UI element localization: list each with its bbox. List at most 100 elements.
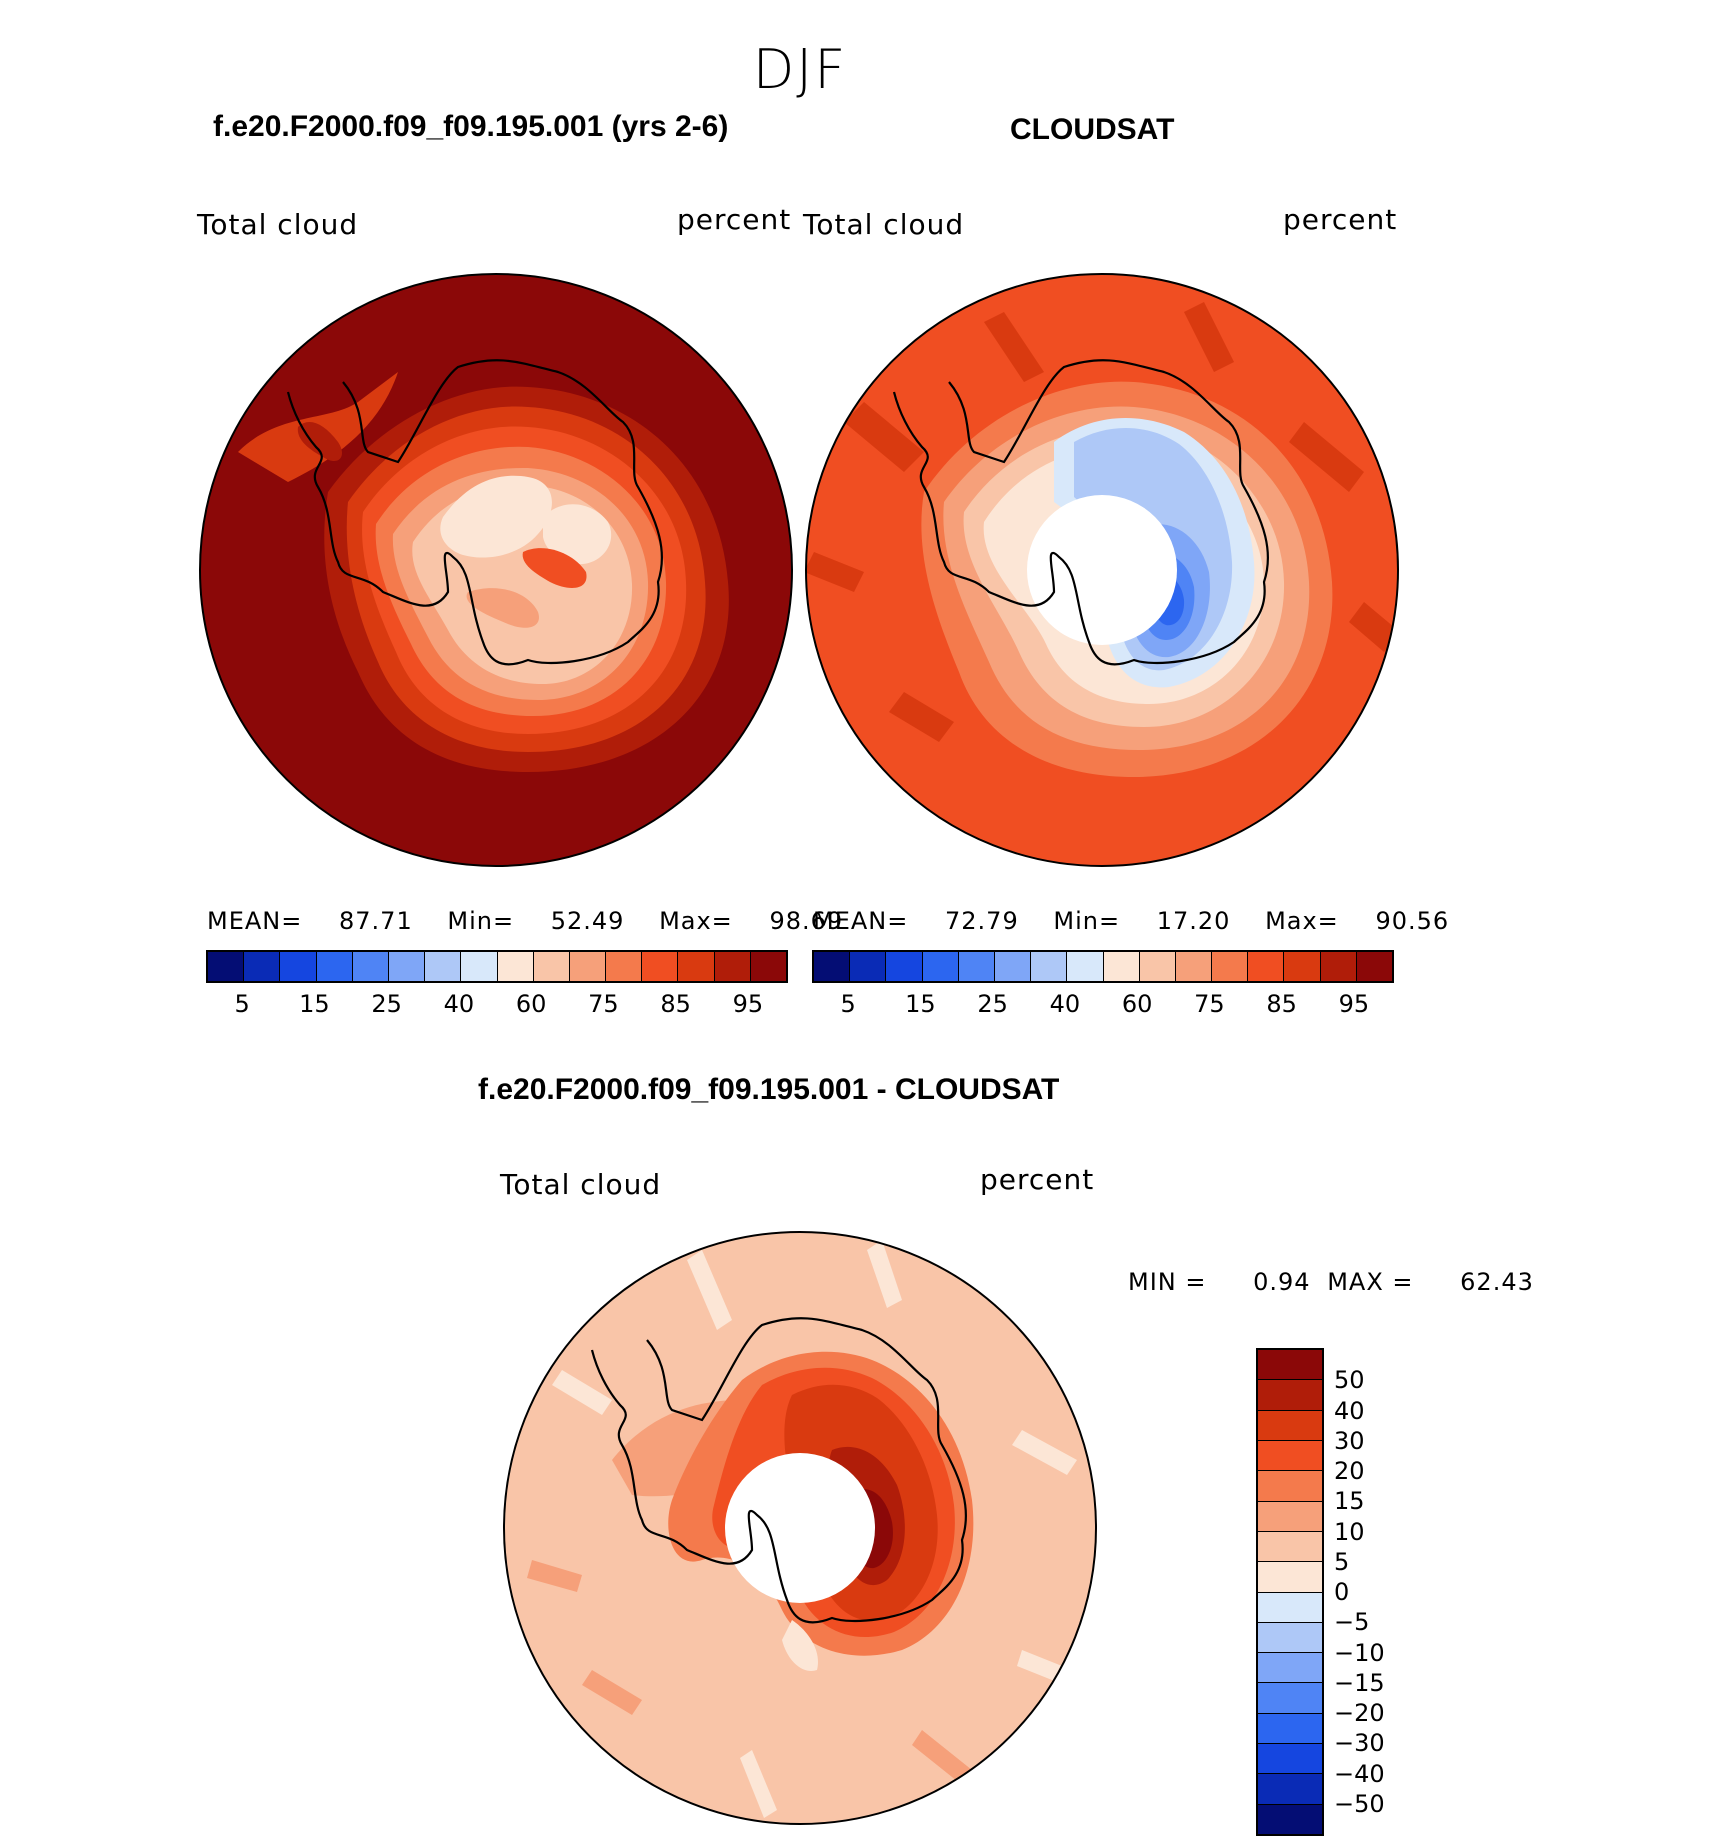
model-min-value: 52.49: [550, 907, 625, 935]
diff-colorbar-swatch-3: [1258, 1440, 1322, 1472]
obs-colorbar-swatch-5: [994, 952, 1032, 981]
model-colorbar-swatch-7: [461, 952, 498, 981]
obs-colorbar-tick-label: 15: [905, 990, 936, 1018]
model-units-label: percent: [677, 203, 792, 236]
model-colorbar-tick-label: 25: [371, 990, 402, 1018]
model-mean-value: 87.71: [339, 907, 413, 935]
obs-colorbar-swatch-14: [1320, 952, 1357, 981]
diff-colorbar-swatch-0: [1258, 1350, 1322, 1381]
diff-colorbar-tick-label: 0: [1334, 1578, 1350, 1606]
obs-min-label: Min=: [1053, 907, 1121, 935]
diff-colorbar-tick-label: −20: [1334, 1699, 1385, 1727]
diff-colorbar-swatch-10: [1258, 1653, 1322, 1684]
diff-max-value: 62.43: [1460, 1268, 1534, 1296]
obs-map: [805, 273, 1399, 867]
model-colorbar-tick-label: 85: [660, 990, 691, 1018]
obs-colorbar-swatch-6: [1031, 952, 1068, 981]
obs-colorbar-swatch-3: [922, 952, 959, 981]
obs-max-label: Max=: [1265, 907, 1339, 935]
diff-colorbar-swatch-9: [1258, 1622, 1322, 1654]
obs-colorbar-tick-label: 75: [1194, 990, 1225, 1018]
model-colorbar-ticks: 5 15 25 40 60 75 85 95: [206, 990, 788, 1020]
model-variable-label: Total cloud: [197, 208, 359, 241]
model-colorbar-swatch-12: [642, 952, 679, 981]
model-colorbar-swatch-8: [497, 952, 534, 981]
diff-colorbar-swatch-6: [1258, 1531, 1322, 1563]
model-colorbar-tick-label: 5: [234, 990, 250, 1018]
diff-colorbar-swatch-12: [1258, 1713, 1322, 1745]
obs-colorbar-swatch-10: [1175, 952, 1213, 981]
diff-colorbar-swatch-1: [1258, 1380, 1322, 1411]
obs-colorbar-swatch-11: [1212, 952, 1249, 981]
model-min-label: Min=: [447, 907, 515, 935]
obs-colorbar-tick-label: 60: [1121, 990, 1153, 1018]
model-colorbar-swatch-4: [352, 952, 389, 981]
diff-colorbar-swatch-15: [1258, 1804, 1322, 1834]
obs-colorbar-swatch-1: [850, 952, 887, 981]
model-colorbar-swatch-15: [750, 952, 786, 981]
model-colorbar-swatch-13: [678, 952, 715, 981]
obs-colorbar-swatch-0: [814, 952, 851, 981]
diff-min-value: 0.94: [1253, 1268, 1311, 1296]
obs-colorbar-swatch-15: [1356, 952, 1392, 981]
diff-max-label: MAX =: [1327, 1268, 1414, 1296]
diff-colorbar-swatch-11: [1258, 1683, 1322, 1714]
diff-colorbar-swatch-2: [1258, 1410, 1322, 1441]
diff-colorbar-ticks: 50 40 30 20 15 10 5 0 −5 −10 −15 −20 −30 −40 −50: [1334, 1350, 1414, 1834]
obs-mean-label: MEAN=: [813, 907, 909, 935]
obs-colorbar-tick-label: 25: [977, 990, 1008, 1018]
obs-colorbar-swatch-4: [958, 952, 995, 981]
diff-colorbar-tick-label: 5: [1334, 1547, 1350, 1576]
obs-colorbar-swatch-9: [1139, 952, 1176, 981]
model-colorbar-swatch-5: [388, 952, 426, 981]
diff-colorbar-swatch-13: [1258, 1744, 1322, 1775]
diff-colorbar-swatch-14: [1258, 1774, 1322, 1805]
obs-colorbar-tick-label: 95: [1338, 990, 1370, 1018]
model-colorbar-swatch-14: [714, 952, 751, 981]
diff-colorbar-tick-label: 20: [1334, 1457, 1365, 1485]
model-colorbar-swatch-3: [316, 952, 353, 981]
diff-colorbar-tick-label: −15: [1334, 1668, 1385, 1697]
diff-colorbar-swatch-8: [1258, 1592, 1322, 1623]
obs-max-value: 90.56: [1375, 907, 1450, 935]
diff-colorbar-tick-label: −10: [1334, 1638, 1385, 1667]
model-colorbar-swatch-6: [425, 952, 462, 981]
model-colorbar-tick-label: 15: [299, 990, 330, 1018]
model-colorbar-swatch-9: [533, 952, 570, 981]
obs-colorbar: [812, 950, 1394, 983]
model-colorbar-tick-label: 40: [443, 990, 475, 1018]
diff-colorbar-swatch-7: [1258, 1562, 1322, 1593]
diff-units-label: percent: [980, 1163, 1095, 1196]
obs-colorbar-tick-label: 5: [840, 990, 856, 1018]
obs-colorbar-swatch-13: [1284, 952, 1321, 981]
diff-colorbar-tick-label: −30: [1334, 1729, 1385, 1758]
obs-colorbar-swatch-7: [1067, 952, 1104, 981]
diff-colorbar-tick-label: 15: [1334, 1487, 1365, 1516]
diff-colorbar-swatch-5: [1258, 1501, 1322, 1532]
obs-units-label: percent: [1283, 203, 1398, 236]
diff-colorbar-swatch-4: [1258, 1471, 1322, 1502]
obs-min-value: 17.20: [1156, 907, 1231, 935]
diff-variable-label: Total cloud: [500, 1168, 662, 1201]
model-colorbar-swatch-10: [569, 952, 607, 981]
obs-mean-value: 72.79: [945, 907, 1019, 935]
model-colorbar-swatch-2: [280, 952, 317, 981]
obs-colorbar-ticks: 5 15 25 40 60 75 85 95: [812, 990, 1394, 1020]
diff-colorbar-tick-label: −40: [1334, 1759, 1385, 1788]
model-colorbar-swatch-0: [208, 952, 245, 981]
model-colorbar-tick-label: 75: [588, 990, 619, 1018]
diff-colorbar-tick-label: 10: [1334, 1517, 1365, 1546]
season-title: DJF: [752, 38, 848, 101]
diff-panel-title: f.e20.F2000.f09_f09.195.001 - CLOUDSAT: [478, 1073, 1060, 1106]
diff-colorbar: [1256, 1348, 1324, 1836]
diff-colorbar-tick-label: −50: [1334, 1789, 1385, 1818]
obs-panel-title: CLOUDSAT: [1010, 113, 1175, 146]
obs-variable-label: Total cloud: [803, 208, 965, 241]
obs-colorbar-tick-label: 40: [1049, 990, 1081, 1018]
diff-colorbar-tick-label: −5: [1334, 1608, 1370, 1637]
diff-colorbar-tick-label: 50: [1334, 1366, 1365, 1395]
model-colorbar-tick-label: 95: [732, 990, 764, 1018]
obs-colorbar-swatch-8: [1103, 952, 1140, 981]
model-panel-title: f.e20.F2000.f09_f09.195.001 (yrs 2-6): [213, 110, 729, 143]
model-colorbar-tick-label: 60: [515, 990, 547, 1018]
